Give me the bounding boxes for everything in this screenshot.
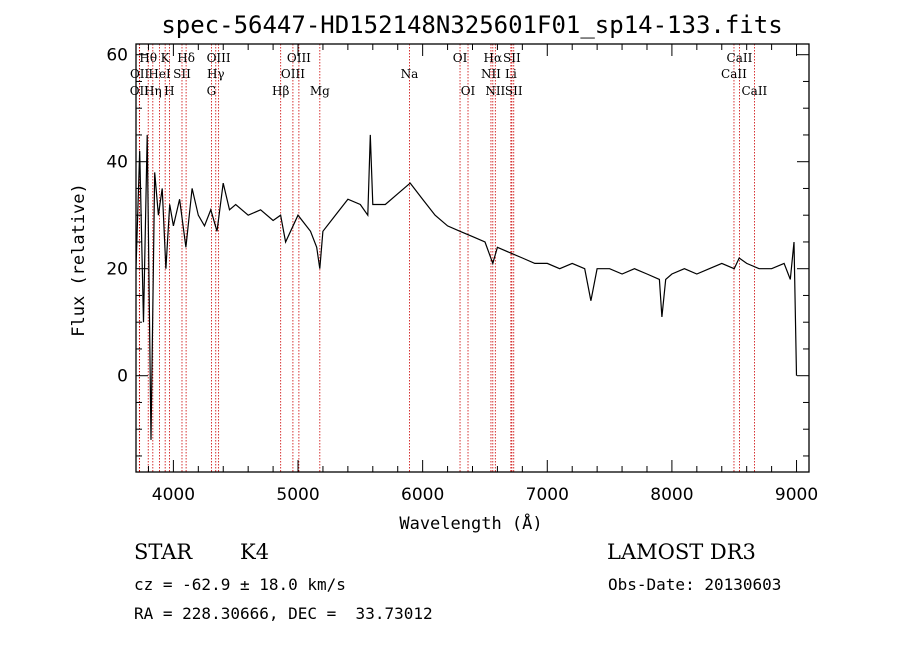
spectral-line-label: NII [481,67,501,81]
spectral-line-label: K [161,51,171,65]
spectral-line-labels: OII OII Hθ Hη HeI K H SII Hδ G Hγ OIII Hβ OIII OIII Mg N… [130,51,768,98]
y-tick-label: 60 [106,46,128,66]
spectral-line-label: OIII [281,67,305,81]
survey-name: LAMOST DR3 [607,540,756,564]
spectral-line-label: OIII [207,51,231,65]
spectral-line-label: OIII [287,51,311,65]
x-tick-label: 8000 [650,485,693,505]
spectral-line-label: Hβ [272,84,289,98]
spectral-line-label: HeI [148,67,171,81]
coordinates-info: RA = 228.30666, DEC = 33.73012 [134,604,433,623]
y-tick-label: 0 [117,367,128,387]
x-tick-label: 9000 [775,485,818,505]
spectral-line-label: Li [505,67,517,81]
spectral-line-label: Hη [144,84,162,98]
redshift-info: cz = -62.9 ± 18.0 km/s [134,575,346,594]
y-axis-label: Flux (relative) [69,183,89,337]
spectral-line-label: Hδ [177,51,195,65]
spectral-line-label: SII [173,67,191,81]
spectral-line-label: G [207,84,217,98]
spectrum-series [135,134,798,440]
spectral-line-label: Mg [310,84,330,98]
spectral-line-label: OI [461,84,476,98]
x-tick-label: 4000 [152,485,195,505]
spectral-line-label: SII [503,51,521,65]
x-tick-label: 6000 [401,485,444,505]
spectral-line-label: SII [505,84,523,98]
chart-title: spec-56447-HD152148N325601F01_sp14-133.f… [161,11,782,39]
x-tick-label: 7000 [526,485,569,505]
object-class: STAR [134,540,193,564]
spectral-line-label: CaII [721,67,747,81]
spectral-line-label: OI [453,51,468,65]
observation-date: Obs-Date: 20130603 [608,575,782,594]
object-subclass: K4 [240,540,270,564]
spectral-line-label: OII [130,67,150,81]
spectral-line-label: CaII [741,84,767,98]
x-axis-label: Wavelength (Å) [399,512,542,534]
spectral-line-label: Na [401,67,419,81]
spectral-line-label: Hα [484,51,503,65]
y-tick-label: 20 [106,260,128,280]
spectral-line-label: OII [130,84,150,98]
spectral-line-label: NII [485,84,505,98]
spectral-line-label: CaII [727,51,753,65]
y-tick-label: 40 [106,153,128,173]
x-tick-label: 5000 [276,485,319,505]
axis-ticks [136,44,809,472]
spectral-line-label: Hθ [139,51,157,65]
axis-tick-labels: 4000 5000 6000 7000 8000 9000 0 20 40 60 [106,46,818,505]
spectral-line-label: H [164,84,174,98]
plot-frame [135,43,810,473]
spectral-line-label: Hγ [207,67,225,81]
spectral-line-markers [138,44,755,472]
